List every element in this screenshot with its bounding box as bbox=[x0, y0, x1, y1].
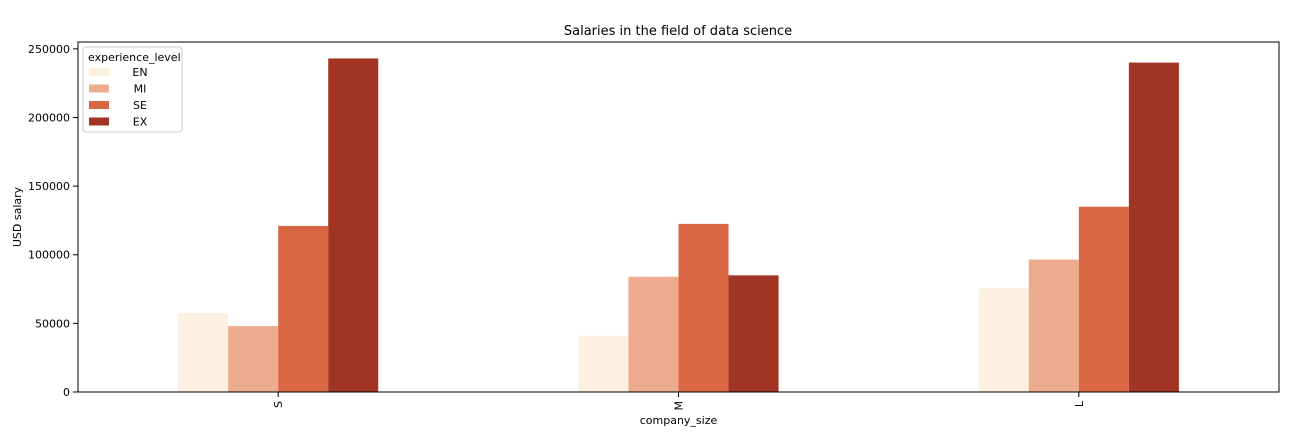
y-tick-label: 150000 bbox=[28, 180, 70, 193]
bars-group bbox=[178, 58, 1179, 393]
x-tick-label: M bbox=[673, 401, 686, 411]
chart-title: Salaries in the field of data science bbox=[564, 24, 792, 39]
bar-mi-s bbox=[228, 326, 279, 392]
x-tick-label: L bbox=[1073, 400, 1086, 407]
bar-en-s bbox=[178, 313, 229, 392]
legend-swatch-se bbox=[89, 101, 109, 109]
y-axis-label: USD salary bbox=[11, 186, 24, 247]
y-tick-label: 100000 bbox=[28, 249, 70, 262]
legend-swatch-ex bbox=[89, 117, 109, 126]
legend-label-ex: EX bbox=[133, 116, 148, 129]
bar-en-m bbox=[578, 335, 629, 392]
bar-se-l bbox=[1078, 206, 1129, 392]
bar-ex-m bbox=[728, 275, 779, 392]
bar-mi-m bbox=[628, 276, 679, 392]
legend-swatch-en bbox=[89, 68, 109, 76]
legend-label-mi: MI bbox=[134, 83, 147, 96]
legend-title: experience_level bbox=[88, 51, 181, 64]
bar-ex-s bbox=[328, 58, 379, 393]
legend-label-en: EN bbox=[132, 66, 147, 79]
legend-items: EN MI SE EX bbox=[89, 66, 148, 129]
legend: experience_level EN MI SE EX bbox=[82, 46, 183, 133]
y-tick-label: 200000 bbox=[28, 111, 70, 124]
bar-mi-l bbox=[1028, 259, 1079, 392]
y-tick-label: 50000 bbox=[35, 317, 70, 330]
y-axis: 0 50000 100000 150000 200000 250000 bbox=[28, 43, 78, 399]
x-axis-label: company_size bbox=[640, 414, 718, 427]
y-tick-label: 0 bbox=[63, 386, 70, 399]
legend-label-se: SE bbox=[133, 99, 147, 112]
x-tick-label: S bbox=[272, 401, 285, 408]
bar-en-l bbox=[978, 288, 1029, 392]
y-tick-label: 250000 bbox=[28, 43, 70, 56]
legend-swatch-mi bbox=[89, 84, 109, 93]
bar-se-s bbox=[278, 225, 329, 392]
bar-se-m bbox=[678, 223, 729, 392]
bar-ex-l bbox=[1128, 62, 1179, 393]
